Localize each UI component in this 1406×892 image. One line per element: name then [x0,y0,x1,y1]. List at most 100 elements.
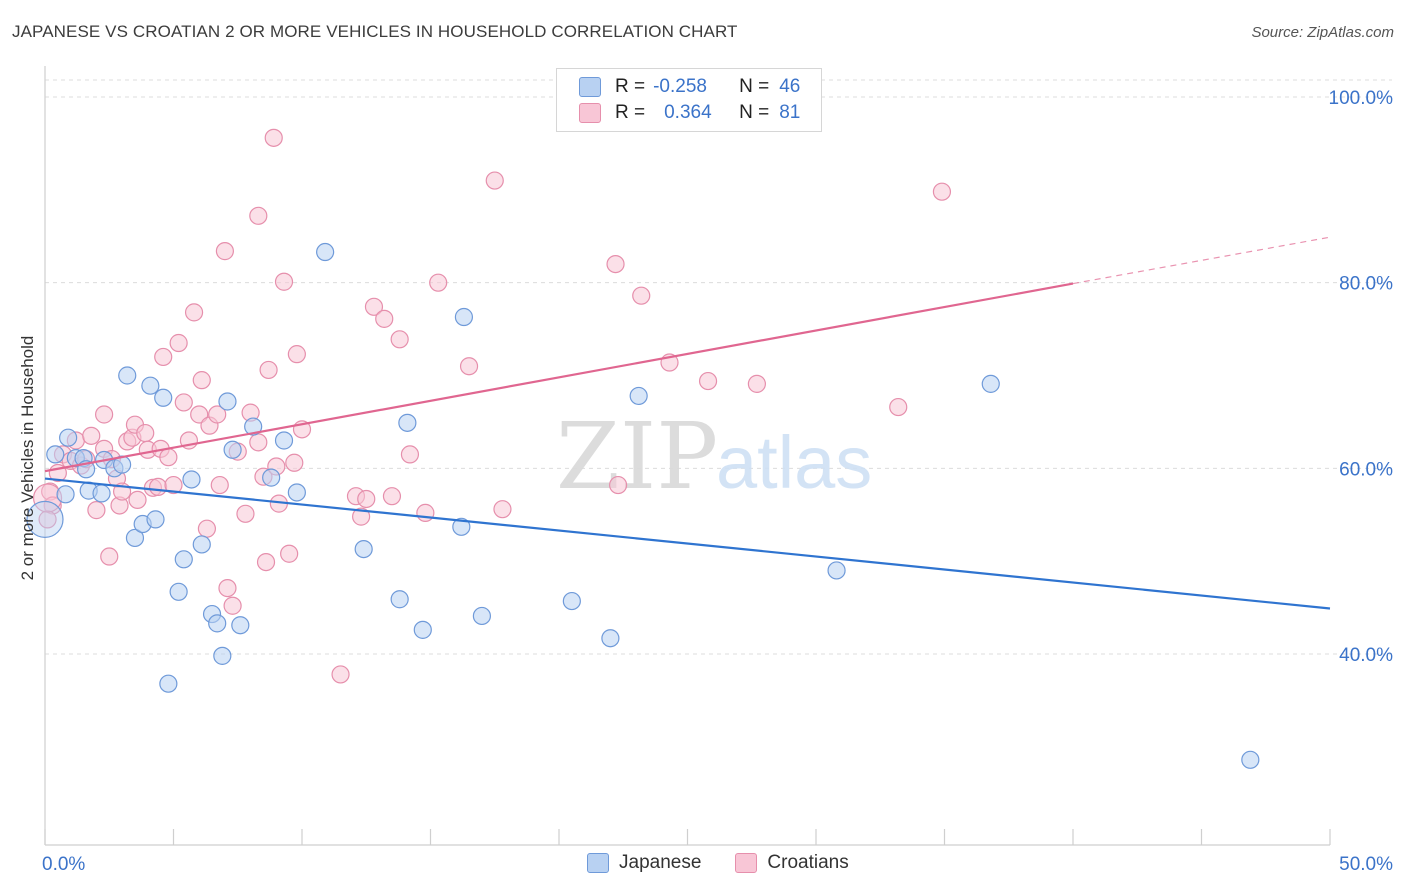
japanese-point [262,468,281,487]
croatian-point [264,128,283,147]
croatian-point [136,423,155,443]
croatian-point [609,475,628,495]
croatian-point [285,453,304,472]
japanese-point [454,307,474,327]
japanese-point [472,606,491,626]
tick-labels: 40.0% 60.0% 80.0% 100.0% 0.0% 50.0% [42,88,1393,875]
croatian-point [100,547,119,566]
watermark-atlas: atlas [716,421,872,504]
croatian-point [375,309,394,328]
croatian-point [390,330,409,349]
japanese-point [316,242,335,262]
japanese-point [159,674,178,693]
legend-r-value: -0.258 [653,76,707,97]
japanese-point [182,470,201,489]
croatian-point [274,272,294,291]
croatian-point [38,510,57,529]
japanese-point [1241,750,1260,769]
japanese-point [56,485,75,504]
croatian-point [493,500,512,519]
japanese-point [92,484,111,503]
croatian-point [331,665,350,684]
x-tick-label: 50.0% [1339,854,1393,875]
japanese-trend-line [44,477,1331,610]
japanese-point [398,413,417,432]
watermark-zip: ZIP [556,403,718,510]
croatian-point [280,544,299,563]
croatian-point [174,393,193,412]
japanese-point [125,528,145,548]
croatian-point [197,519,217,538]
croatian-point [190,405,209,424]
croatian-point [429,273,448,292]
croatian-point [357,489,376,509]
legend-r-label: R = [615,102,646,123]
croatian-point [485,171,504,190]
croatian-point [215,242,234,261]
japanese-point [452,517,471,536]
japanese-point [827,561,846,580]
japanese-point [141,376,160,395]
croatian-point [287,345,306,364]
croatian-point [747,374,766,393]
chart-title: JAPANESE VS CROATIAN 2 OR MORE VEHICLES … [12,22,738,41]
croatian-point [192,371,211,390]
y-tick-label: 60.0% [1339,459,1393,480]
croatian-point [218,578,237,598]
legend-r-label: R = [615,76,646,97]
croatian-point [459,357,479,376]
legend-r-value: 0.364 [664,102,712,123]
croatian-point [210,475,229,495]
japanese-points [26,242,1260,769]
chart-source: Source: ZipAtlas.com [1251,24,1394,41]
japanese-point [629,386,648,406]
axes [44,66,1331,846]
japanese-point-large [26,500,64,538]
japanese-point [192,535,211,554]
grid-lines [45,79,1392,655]
croatian-point [159,448,178,467]
legend-n-value: 46 [779,76,801,97]
correlation-legend: R = -0.258 N = 46 R = 0.364 N = 81 [556,68,822,132]
legend-label-croatians: Croatians [767,852,849,873]
japanese-point [601,629,620,648]
y-tick-label: 80.0% [1339,274,1393,295]
japanese-point [274,431,294,450]
croatian-point [259,360,278,380]
croatian-point [382,487,402,506]
japanese-point [169,582,188,601]
croatian-point [889,397,908,417]
japanese-point [287,483,306,502]
legend-label-japanese: Japanese [619,852,702,873]
trend-lines [44,236,1331,610]
croatian-point [698,371,718,391]
legend-row-croatian: R = 0.364 N = 81 [579,101,800,125]
japanese-point [390,590,409,609]
x-tick-label: 0.0% [42,854,85,875]
japanese-point [146,510,165,529]
japanese-point [354,539,373,559]
croatian-point [95,405,114,424]
croatian-point [208,405,227,424]
croatian-point [249,206,268,225]
croatian-point [223,596,242,615]
series-legend: Japanese Croatians [587,852,883,874]
croatian-trend-line [44,282,1074,473]
croatian-point [932,182,952,201]
legend-n-label: N = [739,76,770,97]
croatian-point [184,303,204,322]
croatian-point [169,333,188,353]
legend-item-croatians: Croatians [735,852,849,874]
japanese-point [562,591,581,611]
croatian-point [364,297,384,316]
japanese-point [154,388,173,407]
legend-row-japanese: R = -0.258 N = 46 [579,75,800,99]
croatian-point [400,445,420,464]
legend-n-value: 81 [779,102,801,123]
japanese-point [118,366,137,385]
japanese-point [174,550,193,569]
y-axis-label: 2 or more Vehicles in Household [18,336,37,581]
croatian-point [87,501,106,520]
y-tick-label: 100.0% [1329,88,1394,109]
japanese-point [208,614,227,633]
